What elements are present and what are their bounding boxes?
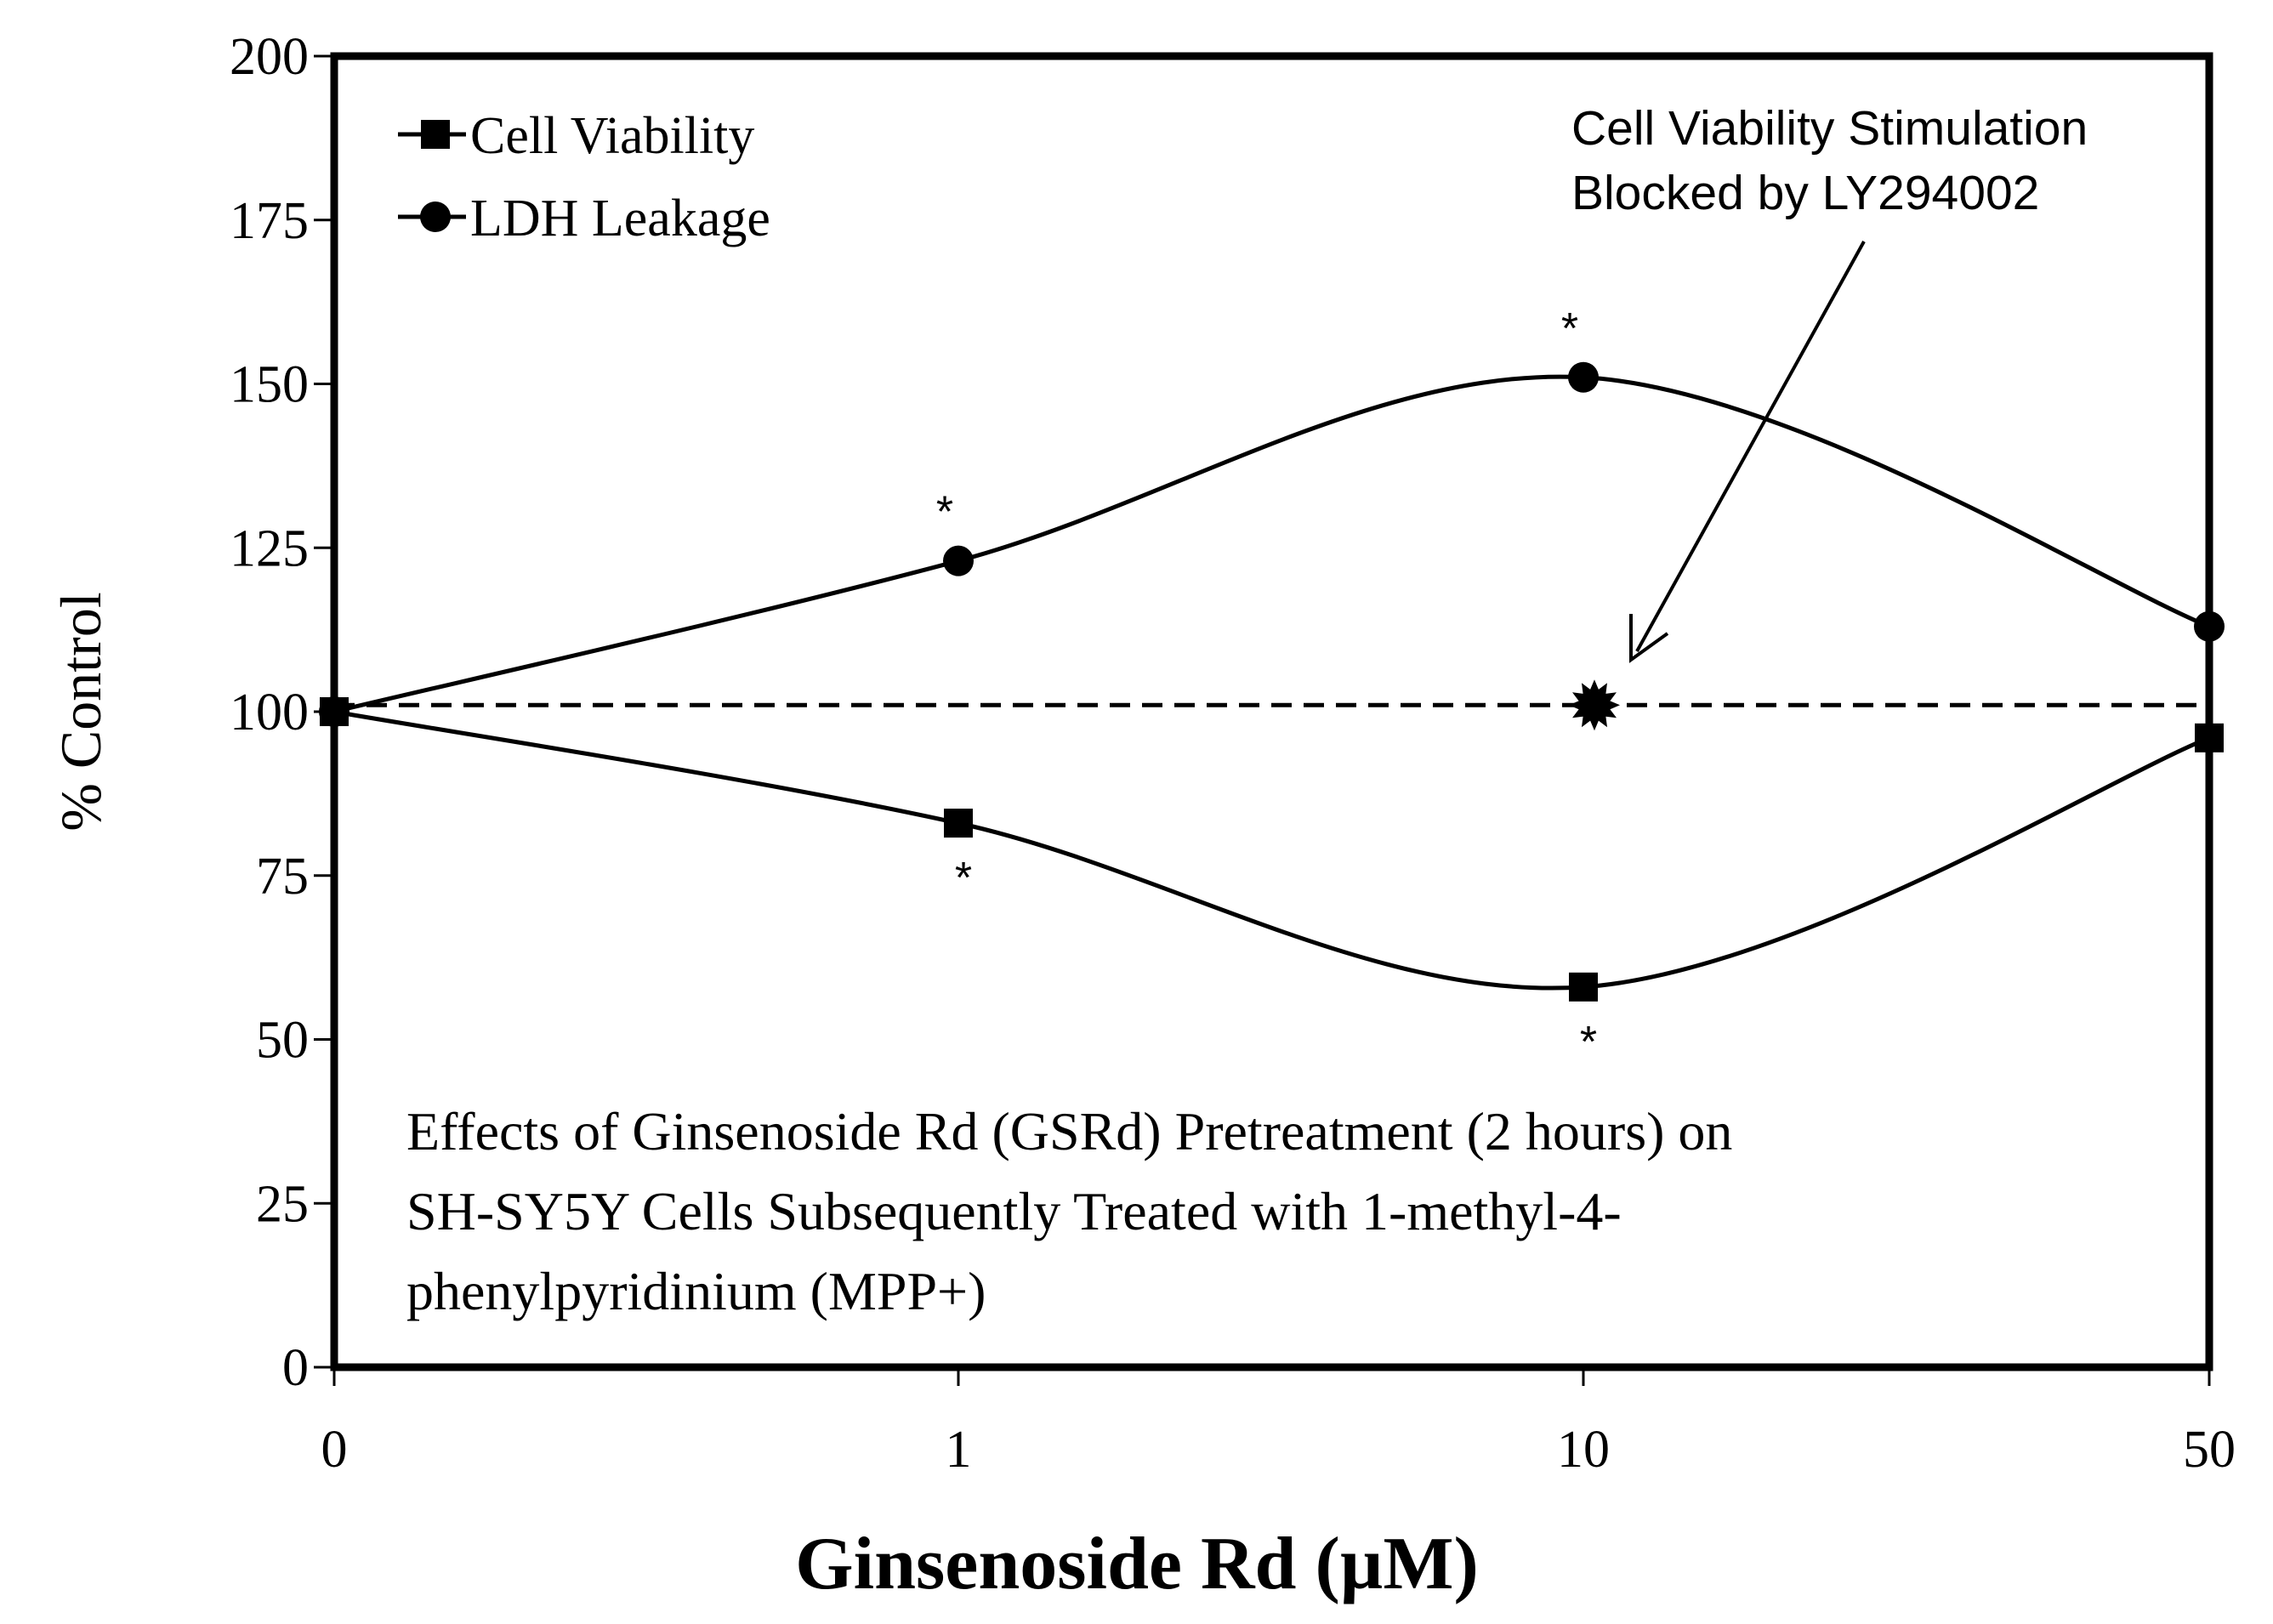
- y-tick-label-175: 175: [230, 192, 309, 250]
- point-cell-viability-50: [2195, 723, 2224, 752]
- point-cell-viability-10: [1569, 972, 1598, 1002]
- x-tick-label-50: 50: [2183, 1421, 2236, 1479]
- series-line-cell-viability: [333, 709, 2210, 991]
- y-tick-label-150: 150: [230, 356, 309, 414]
- point-ldh-leakage-50: [2194, 610, 2225, 642]
- caption-line-1: Effects of Ginsenoside Rd (GSRd) Pretrea…: [406, 1101, 1732, 1161]
- series-line-ldh-leakage: [333, 374, 2210, 714]
- significance-ldh-leakage-1: *: [936, 488, 953, 537]
- legend-marker-ldh-leakage: [420, 202, 451, 232]
- caption-line-2: SH-SY5Y Cells Subsequently Treated with …: [406, 1181, 1622, 1241]
- significance-cell-viability-1: *: [955, 854, 972, 903]
- y-tick-label-200: 200: [230, 28, 309, 86]
- legend-label-ldh-leakage: LDH Leakage: [470, 190, 770, 247]
- significance-ldh-leakage-10: *: [1561, 304, 1578, 354]
- y-tick-label-0: 0: [282, 1339, 309, 1397]
- y-axis-title: % Control: [48, 592, 113, 831]
- blocked-point-star: [1569, 679, 1620, 731]
- point-ldh-leakage-10: [1568, 361, 1599, 393]
- y-tick-label-100: 100: [230, 684, 309, 741]
- point-ldh-leakage-1: [943, 545, 974, 576]
- annotation-arrowhead: [1629, 614, 1669, 663]
- y-tick-label-125: 125: [230, 520, 309, 577]
- caption-line-3: phenylpyridinium (MPP+): [406, 1261, 986, 1321]
- x-tick-label-0: 0: [321, 1421, 348, 1479]
- point-cell-viability-1: [944, 809, 973, 838]
- annotation-line-1: Cell Viability Stimulation: [1571, 101, 2088, 156]
- annotation-arrow: [1635, 241, 1866, 652]
- point-ldh-leakage-0: [319, 696, 349, 727]
- x-tick-label-1: 1: [946, 1421, 972, 1479]
- x-tick-label-10: 10: [1557, 1421, 1610, 1479]
- annotation-line-2: Blocked by LY294002: [1571, 166, 2039, 220]
- significance-cell-viability-10: *: [1580, 1018, 1597, 1067]
- y-tick-label-75: 75: [256, 848, 309, 906]
- legend-marker-cell-viability: [421, 120, 450, 149]
- y-tick-label-50: 50: [256, 1012, 309, 1070]
- legend-label-cell-viability: Cell Viability: [470, 107, 754, 165]
- x-axis-title: Ginsenoside Rd (µM): [795, 1523, 1479, 1605]
- y-tick-label-25: 25: [256, 1175, 309, 1233]
